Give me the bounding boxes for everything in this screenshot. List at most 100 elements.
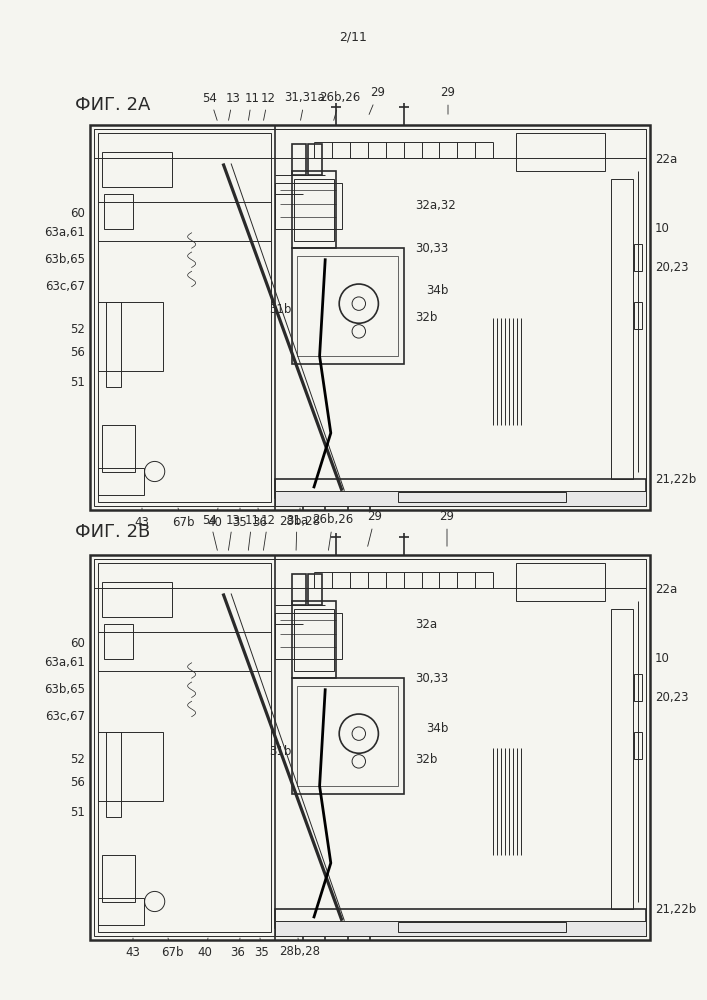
Bar	[291, 144, 305, 175]
Text: 32a: 32a	[415, 618, 437, 631]
Bar	[104, 194, 134, 229]
Text: 43: 43	[134, 508, 149, 528]
Text: 11: 11	[245, 92, 259, 120]
Text: 63c,67: 63c,67	[45, 280, 85, 293]
Text: 35: 35	[233, 508, 247, 528]
Bar	[294, 609, 334, 670]
Text: 21,22b: 21,22b	[655, 473, 696, 486]
Bar	[275, 491, 646, 506]
Bar	[291, 574, 305, 605]
Text: 30,33: 30,33	[415, 242, 448, 255]
Bar	[515, 563, 605, 601]
Text: 20,23: 20,23	[655, 261, 689, 274]
Bar	[291, 171, 337, 248]
Bar	[102, 152, 173, 187]
Text: 13: 13	[226, 92, 240, 120]
Text: ФИГ. 2А: ФИГ. 2А	[75, 96, 151, 114]
Bar	[275, 921, 646, 936]
Bar	[291, 248, 404, 364]
Bar	[398, 922, 566, 932]
Bar	[90, 555, 650, 940]
Text: 43: 43	[126, 938, 141, 958]
Text: 28b,28: 28b,28	[279, 508, 320, 528]
Text: 31b: 31b	[269, 303, 291, 316]
Text: 63a,61: 63a,61	[44, 656, 85, 669]
Text: 36: 36	[230, 938, 245, 958]
Text: 26b,26: 26b,26	[320, 92, 361, 120]
Text: 56: 56	[70, 776, 85, 789]
Text: 32b: 32b	[415, 753, 437, 766]
Text: 10: 10	[655, 652, 670, 665]
Text: 54: 54	[203, 514, 218, 550]
Bar	[102, 582, 173, 617]
Bar	[308, 144, 322, 175]
Bar	[634, 244, 642, 271]
Bar	[98, 302, 163, 371]
Text: 63a,61: 63a,61	[44, 226, 85, 239]
Text: 35: 35	[255, 938, 269, 958]
Text: 51: 51	[70, 806, 85, 819]
Text: 29: 29	[368, 510, 382, 546]
Bar	[90, 125, 650, 510]
Bar	[94, 559, 646, 936]
Bar	[94, 129, 646, 506]
Bar	[106, 302, 121, 387]
Text: ФИГ. 2В: ФИГ. 2В	[75, 523, 151, 541]
Bar	[275, 479, 646, 498]
Bar	[98, 898, 144, 925]
Text: 67b: 67b	[172, 508, 194, 528]
Text: 52: 52	[70, 753, 85, 766]
Text: 32a,32: 32a,32	[415, 199, 455, 212]
Bar	[275, 183, 342, 229]
Text: 63c,67: 63c,67	[45, 710, 85, 723]
Text: 29: 29	[440, 87, 455, 114]
Bar	[275, 613, 342, 659]
Text: 31,31a: 31,31a	[285, 92, 325, 120]
Text: 31a: 31a	[286, 514, 308, 550]
Text: 10: 10	[655, 222, 670, 235]
Bar	[291, 601, 337, 678]
Text: 34b: 34b	[426, 722, 448, 735]
Bar	[515, 133, 605, 171]
Text: 67b: 67b	[160, 938, 183, 958]
Text: 30,33: 30,33	[415, 672, 448, 685]
Bar	[634, 674, 642, 701]
Text: 60: 60	[70, 207, 85, 220]
Bar	[104, 624, 134, 659]
Text: 36: 36	[252, 508, 267, 528]
Text: 11: 11	[245, 514, 259, 550]
Text: 29: 29	[369, 87, 385, 114]
Text: 34b: 34b	[426, 284, 448, 297]
Bar	[102, 855, 135, 902]
Text: 22a: 22a	[655, 153, 677, 166]
Bar	[294, 179, 334, 240]
Text: 28b,28: 28b,28	[279, 938, 320, 958]
Bar	[297, 256, 398, 356]
Text: 56: 56	[70, 346, 85, 359]
Text: 20,23: 20,23	[655, 691, 689, 704]
Bar	[634, 302, 642, 329]
Text: 22a: 22a	[655, 583, 677, 596]
Text: 2/11: 2/11	[339, 30, 367, 43]
Text: 29: 29	[440, 510, 455, 546]
Text: 12: 12	[260, 92, 276, 120]
Text: 26b,26: 26b,26	[312, 514, 354, 550]
Bar	[308, 574, 322, 605]
Text: 13: 13	[226, 514, 240, 550]
Text: 60: 60	[70, 637, 85, 650]
Bar	[98, 563, 271, 932]
Bar	[102, 425, 135, 472]
Bar	[291, 678, 404, 794]
Text: 40: 40	[197, 938, 212, 958]
Text: 63b,65: 63b,65	[44, 683, 85, 696]
Bar	[611, 609, 633, 909]
Bar	[634, 732, 642, 759]
Bar	[398, 492, 566, 502]
Text: 12: 12	[260, 514, 276, 550]
Text: 40: 40	[208, 508, 223, 528]
Bar	[275, 909, 646, 928]
Bar	[98, 732, 163, 801]
Bar	[611, 179, 633, 479]
Text: 54: 54	[203, 92, 218, 120]
Text: 32b: 32b	[415, 311, 437, 324]
